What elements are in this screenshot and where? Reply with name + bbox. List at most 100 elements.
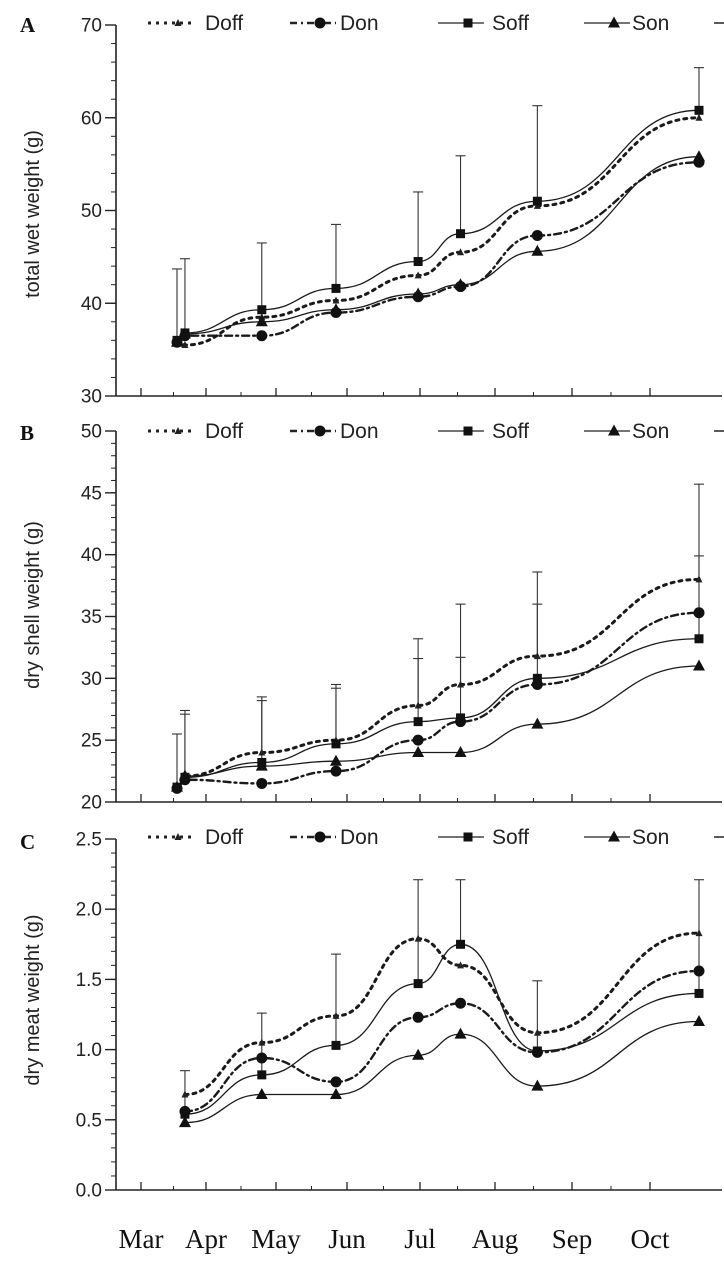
y-tick-label: 1.0 [76,1040,102,1061]
data-point [533,1028,541,1036]
data-point [257,305,267,315]
data-point [332,296,340,304]
data-point [531,230,543,242]
data-point [331,283,341,293]
legend-label: Son [632,420,669,443]
legend-swatch-marker [174,19,182,26]
data-point [181,1090,189,1098]
y-tick-label: 50 [81,201,102,222]
markers-layer [171,16,705,1128]
data-point [178,327,191,339]
y-tick-label: 0.5 [76,1110,102,1131]
data-point [693,607,705,619]
data-point [455,997,467,1009]
error-bars-layer [172,67,704,1115]
data-point [531,1079,544,1091]
data-point [330,1076,342,1088]
data-point [456,713,466,723]
data-point [178,1116,191,1128]
data-point [180,1109,190,1119]
series-line [175,116,701,347]
data-point [258,748,266,756]
series-line [175,161,701,344]
series-line [176,109,700,341]
legend-label: Don [340,826,379,849]
y-tick-label: 45 [81,483,102,504]
legend-label: Don [340,420,379,443]
data-point [532,1046,542,1056]
data-point [454,278,467,290]
data-point [329,754,342,766]
y-axis-title: total wet weight (g) [22,130,44,298]
data-point [413,257,423,267]
panel-letter: C [20,830,35,854]
data-point [695,575,703,583]
legend-swatch-marker [608,16,620,28]
data-point [255,1088,268,1100]
legend-swatch-marker [463,832,473,842]
data-point [694,988,704,998]
data-point [258,1038,266,1046]
series-line [175,577,701,789]
data-point [331,1040,341,1050]
data-point [695,929,703,937]
data-point [454,1027,467,1039]
data-point [256,330,268,342]
data-point [693,150,705,162]
legend-label: Soff [492,826,529,849]
data-point [694,634,704,644]
x-tick-label: Oct [631,1224,670,1254]
x-tick-label: May [251,1224,301,1254]
y-tick-label: 50 [81,422,102,443]
x-tick-label: Jun [328,1224,366,1254]
series-line [175,611,701,790]
legend-label: Doff [205,420,243,443]
panel-letter: A [20,13,36,37]
data-point [456,939,466,949]
legend-label: Doff [205,12,243,35]
legend-label: Soff [492,420,529,443]
data-point [414,934,422,942]
y-tick-label: 40 [81,545,102,566]
data-point [178,769,191,781]
data-point [454,746,467,758]
x-tick-label: Apr [185,1224,227,1254]
data-point [256,1052,268,1064]
x-tick-label: Mar [119,1224,164,1254]
legend-label: Son [632,826,669,849]
y-tick-label: 25 [81,731,102,752]
data-point [256,777,268,789]
series-lines-layer [148,21,724,1124]
data-point [414,701,422,709]
y-tick-label: 60 [81,108,102,129]
data-point [171,780,183,792]
y-axis-title: dry meat weight (g) [22,914,44,1085]
data-point [330,765,342,777]
data-point [255,759,268,771]
data-point [171,335,183,347]
series-line [176,638,700,788]
y-tick-label: 40 [81,294,102,315]
y-tick-label: 2.0 [76,900,102,921]
data-point [412,746,425,758]
data-point [693,659,705,671]
x-tick-label: Jul [404,1224,436,1254]
legend-swatch-marker [174,833,182,840]
data-point [457,248,465,256]
data-point [412,1011,424,1023]
x-tick-label: Sep [552,1224,593,1254]
y-tick-label: 70 [81,16,102,37]
data-point [457,680,465,688]
data-point [413,717,423,727]
data-point [531,717,544,729]
data-point [531,244,544,256]
y-tick-label: 1.5 [76,970,102,991]
data-point [693,1015,705,1027]
legend-label: Don [340,12,379,35]
data-point [412,734,424,746]
data-point [255,315,268,327]
data-point [329,1088,342,1100]
legend-swatch-marker [314,425,326,437]
legend-swatch-marker [463,18,473,28]
